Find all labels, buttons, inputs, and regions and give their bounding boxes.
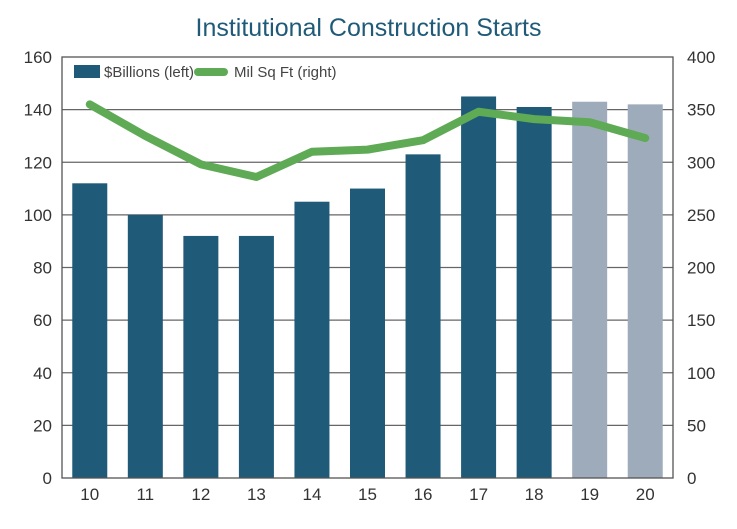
legend-swatch-bars bbox=[74, 65, 100, 78]
y-right-tick-label: 0 bbox=[687, 469, 696, 488]
series-line bbox=[85, 100, 650, 181]
y-left-tick-label: 80 bbox=[33, 259, 52, 278]
bar-16 bbox=[405, 154, 441, 478]
x-tick-label: 18 bbox=[525, 485, 544, 504]
bar-12 bbox=[183, 235, 219, 478]
bar-10 bbox=[72, 183, 108, 479]
y-left-tick-label: 60 bbox=[33, 311, 52, 330]
x-tick-label: 20 bbox=[636, 485, 655, 504]
x-tick-label: 14 bbox=[302, 485, 321, 504]
y-right-tick-label: 350 bbox=[687, 101, 715, 120]
bar-13 bbox=[238, 235, 274, 478]
bar-18 bbox=[516, 106, 552, 479]
bar-19 bbox=[572, 101, 608, 478]
x-tick-label: 11 bbox=[136, 485, 154, 504]
x-tick-label: 15 bbox=[358, 485, 377, 504]
legend-label-line: Mil Sq Ft (right) bbox=[234, 64, 337, 81]
x-tick-label: 12 bbox=[191, 485, 210, 504]
y-left-tick-label: 0 bbox=[43, 469, 52, 488]
chart-title: Institutional Construction Starts bbox=[195, 14, 542, 42]
x-tick-label: 13 bbox=[247, 485, 266, 504]
y-right-tick-label: 300 bbox=[687, 153, 715, 172]
y-left-tick-label: 140 bbox=[24, 101, 52, 120]
y-left-tick-label: 160 bbox=[24, 48, 52, 67]
y-left-tick-label: 40 bbox=[33, 364, 52, 383]
bar-11 bbox=[127, 214, 163, 478]
legend-label-bars: $Billions (left) bbox=[104, 64, 194, 81]
bar-14 bbox=[294, 201, 330, 478]
y-right-tick-label: 50 bbox=[687, 416, 706, 435]
y-left-tick-label: 100 bbox=[24, 206, 52, 225]
bar-15 bbox=[350, 188, 385, 478]
x-tick-label: 10 bbox=[80, 485, 99, 504]
y-left-tick-label: 20 bbox=[33, 416, 52, 435]
y-right-tick-label: 400 bbox=[687, 48, 715, 67]
plot-frame bbox=[61, 56, 674, 479]
y-right-tick-label: 150 bbox=[687, 311, 715, 330]
x-tick-label: 17 bbox=[469, 485, 488, 504]
y-right-tick-label: 100 bbox=[687, 364, 715, 383]
y-right-tick-label: 200 bbox=[687, 259, 715, 278]
x-tick-label: 16 bbox=[414, 485, 433, 504]
y-right-tick-label: 250 bbox=[687, 206, 715, 225]
x-tick-label: 19 bbox=[580, 485, 599, 504]
bar-17 bbox=[461, 96, 497, 478]
y-left-tick-label: 120 bbox=[24, 153, 52, 172]
bar-20 bbox=[627, 104, 663, 479]
